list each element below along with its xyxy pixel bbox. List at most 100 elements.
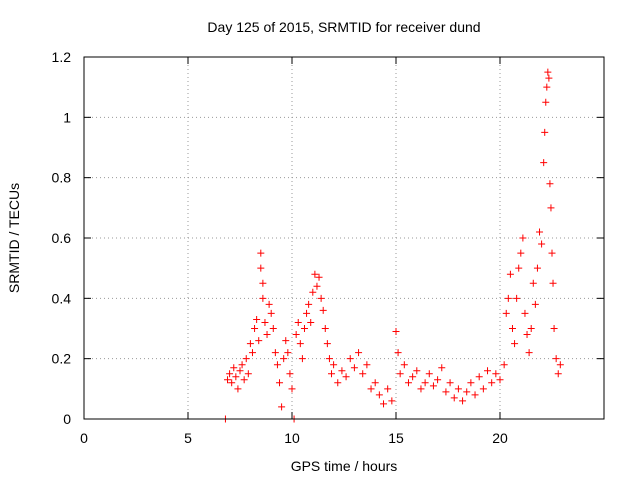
data-point [248, 349, 256, 357]
data-point [556, 361, 564, 369]
data-point [334, 379, 342, 387]
data-point [463, 388, 471, 396]
data-point [488, 379, 496, 387]
data-point [442, 388, 450, 396]
data-point [282, 337, 290, 345]
data-point [517, 249, 525, 257]
data-point [355, 349, 363, 357]
data-point [273, 361, 281, 369]
data-point [404, 379, 412, 387]
x-tick-label: 0 [80, 430, 88, 446]
data-point [396, 370, 404, 378]
data-point [521, 309, 529, 317]
data-point [253, 315, 261, 323]
data-point [319, 306, 327, 314]
data-point [226, 370, 234, 378]
data-points [221, 68, 564, 423]
data-point [359, 370, 367, 378]
data-point [330, 361, 338, 369]
data-point [251, 325, 259, 332]
data-point [338, 367, 346, 375]
data-point [292, 331, 300, 339]
data-point [259, 294, 267, 302]
data-point [257, 249, 265, 257]
data-point [496, 376, 504, 384]
data-point [305, 300, 313, 308]
data-point [434, 376, 442, 384]
data-point [380, 400, 388, 408]
data-point [284, 349, 292, 357]
data-point [527, 325, 535, 332]
data-point [533, 264, 541, 272]
data-point [346, 355, 354, 363]
data-point [450, 394, 458, 402]
x-axis-label: GPS time / hours [291, 458, 398, 474]
data-point [529, 279, 537, 287]
y-tick-label: 1.2 [52, 49, 72, 65]
y-tick-label: 0.8 [52, 170, 72, 186]
data-point [511, 340, 519, 348]
data-point [523, 331, 531, 339]
data-point [492, 370, 500, 378]
data-point [394, 349, 402, 357]
data-point [541, 128, 549, 136]
y-tick-label: 0 [63, 411, 71, 427]
y-axis-label: SRMTID / TECUs [6, 183, 22, 293]
data-point [548, 249, 556, 257]
data-point [536, 228, 544, 236]
data-point [232, 373, 240, 381]
y-tick-label: 0.4 [52, 290, 72, 306]
x-tick-label: 10 [284, 430, 300, 446]
data-point [413, 367, 421, 375]
data-point [554, 370, 562, 378]
data-point [504, 294, 512, 302]
data-point [409, 373, 417, 381]
data-point [538, 240, 546, 248]
data-point [506, 270, 514, 278]
x-tick-label: 15 [388, 430, 404, 446]
data-point [240, 376, 248, 384]
data-point [392, 328, 400, 336]
data-point [513, 294, 521, 302]
data-point [543, 83, 551, 91]
data-point [479, 385, 487, 393]
data-point [546, 180, 554, 188]
data-point [313, 282, 321, 290]
y-tick-label: 1 [63, 109, 71, 125]
data-point [309, 288, 317, 296]
data-point [265, 300, 273, 308]
data-point [446, 379, 454, 387]
data-point [540, 159, 548, 167]
data-point [234, 385, 242, 393]
data-point [255, 337, 263, 345]
axis-ticks: 0 0.2 0.4 0.6 0.8 1 1.2 0 5 10 15 20 [52, 49, 604, 446]
data-point [400, 361, 408, 369]
data-point [230, 364, 238, 372]
data-point [502, 309, 510, 317]
data-point [429, 382, 437, 390]
data-point [438, 364, 446, 372]
data-point [307, 318, 315, 326]
data-point [315, 273, 323, 281]
data-point [545, 74, 553, 82]
data-point [342, 373, 350, 381]
data-point [286, 370, 294, 378]
data-point [261, 318, 269, 326]
data-point [459, 397, 467, 405]
data-point [323, 340, 331, 348]
data-point [525, 349, 533, 357]
data-point [242, 355, 250, 363]
data-point [325, 355, 333, 363]
data-point [454, 385, 462, 393]
data-point [267, 309, 275, 317]
grid [84, 57, 604, 419]
data-point [550, 325, 558, 332]
data-point [269, 325, 277, 332]
data-point [367, 385, 375, 393]
data-point [350, 364, 358, 372]
data-point [371, 379, 379, 387]
data-point [296, 340, 304, 348]
data-point [531, 300, 539, 308]
data-point [544, 68, 552, 76]
